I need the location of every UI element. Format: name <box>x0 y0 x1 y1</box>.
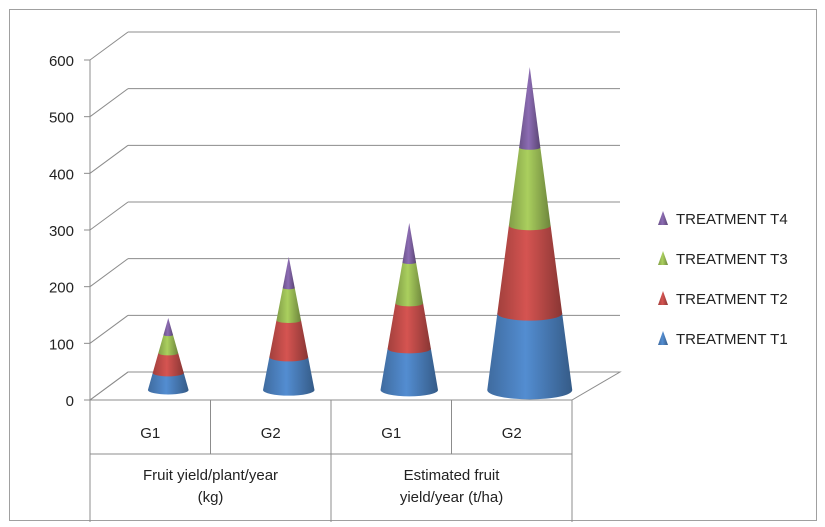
legend-swatch <box>658 331 668 345</box>
x-group-label: Estimated fruit yield/year (t/ha) <box>400 467 503 506</box>
x-group-label: Fruit yield/plant/year (kg) <box>143 467 278 506</box>
gridline-depth <box>89 314 129 344</box>
gridline-depth <box>89 88 129 118</box>
x-tick-label: G2 <box>261 425 281 442</box>
cone-segment-treatment-t2 <box>269 317 309 362</box>
cone-segment-treatment-t4 <box>402 222 417 264</box>
x-tick-label: G2 <box>502 425 522 442</box>
gridline-depth <box>89 144 129 174</box>
cone-segment-treatment-t2 <box>497 221 563 321</box>
y-tick-label: 400 <box>49 166 74 183</box>
cone-segment-treatment-t2 <box>152 350 184 377</box>
x-tick-label: G1 <box>381 425 401 442</box>
cone-segment-treatment-t4 <box>519 67 541 150</box>
legend-label: TREATMENT T2 <box>676 291 788 308</box>
cone-segment-treatment-t2 <box>387 300 431 354</box>
y-tick-label: 500 <box>49 110 74 127</box>
cone-segment-treatment-t1 <box>487 306 573 400</box>
legend-item: TREATMENT T4 <box>658 211 788 228</box>
chart-frame: 0 100 200 300 400 500 600 G1 G2 G1 G2 Fruit yield/… <box>9 9 817 522</box>
y-tick-label: 0 <box>66 393 74 410</box>
cone-segment-treatment-t1 <box>147 369 189 395</box>
legend-item: TREATMENT T2 <box>658 291 788 308</box>
legend-label: TREATMENT T3 <box>676 251 788 268</box>
cone-chart: 0 100 200 300 400 500 600 G1 G2 G1 G2 Fruit yield/… <box>49 31 788 522</box>
cone-segment-treatment-t3 <box>508 145 551 231</box>
legend-item: TREATMENT T1 <box>658 331 788 348</box>
gridline-depth <box>89 31 129 61</box>
cone-segment-treatment-t4 <box>163 318 174 337</box>
cone-segment-treatment-t4 <box>282 256 295 290</box>
gridline-depth <box>89 201 129 231</box>
legend-swatch <box>658 251 668 265</box>
cone-segment-treatment-t1 <box>263 352 315 396</box>
legend-swatch <box>658 211 668 225</box>
y-tick-label: 600 <box>49 53 74 70</box>
cone-segment-treatment-t3 <box>158 333 179 356</box>
y-tick-label: 100 <box>49 336 74 353</box>
y-tick-label: 300 <box>49 223 74 240</box>
legend-item: TREATMENT T3 <box>658 251 788 268</box>
cone-segment-treatment-t3 <box>395 261 424 307</box>
legend-label: TREATMENT T4 <box>676 211 788 228</box>
legend-swatch <box>658 291 668 305</box>
legend-label: TREATMENT T1 <box>676 331 788 348</box>
x-tick-label: G1 <box>140 425 160 442</box>
cone-segment-treatment-t3 <box>276 286 302 323</box>
y-tick-label: 200 <box>49 280 74 297</box>
gridline-depth <box>89 258 129 288</box>
cone-segment-treatment-t1 <box>380 343 438 397</box>
chart-floor <box>88 371 622 401</box>
